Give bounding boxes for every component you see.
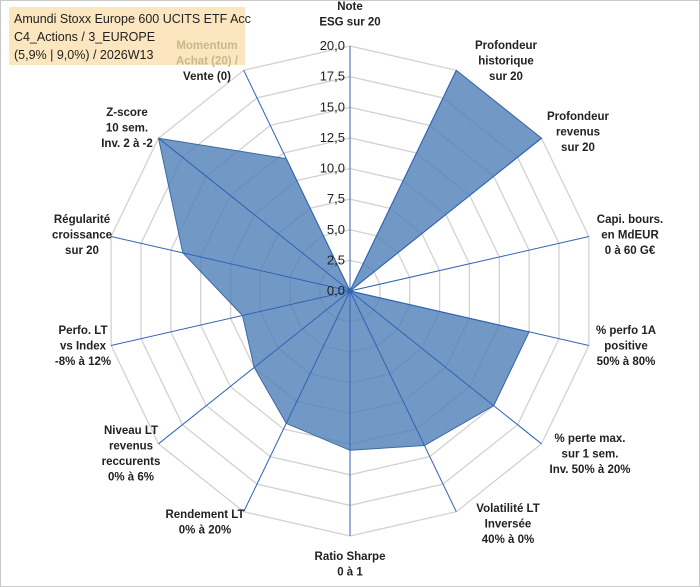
axis-label-line: Z-score <box>106 107 148 119</box>
axis-label-line: Rendement LT <box>165 509 244 521</box>
radial-tick-label: 17,5 <box>320 69 345 84</box>
axis-label-line: 0 à 60 G€ <box>605 245 656 257</box>
axis-label-line: sur 20 <box>561 142 595 154</box>
axis-label-line: 50% à 80% <box>597 356 656 368</box>
axis-label-line: ESG sur 20 <box>319 17 380 29</box>
axis-spoke <box>158 290 351 445</box>
axis-label-line: Volatilité LT <box>476 503 539 515</box>
axis-label-line: revenus <box>556 127 600 139</box>
axis-label-line: sur 20 <box>65 245 99 257</box>
axis-label-line: Profondeur <box>547 111 609 123</box>
axis-label-line: Momentum <box>176 40 237 52</box>
axis-label-line: Inv. 2 à -2 <box>101 138 153 150</box>
radial-tick-label: 5,0 <box>327 222 345 237</box>
axis-label-line: -8% à 12% <box>55 356 111 368</box>
chart-subtitle: (5,9% | 9,0%) / 2026W13 <box>14 48 154 62</box>
axis-spoke <box>349 236 590 292</box>
axis-label-line: Régularité <box>54 214 110 226</box>
axis-label-line: revenus <box>109 441 153 453</box>
axis-label: Ratio Sharpe 0 à 1 <box>315 551 386 579</box>
axis-label: Régularité croissance sur 20 <box>52 214 112 257</box>
axis-label-line: % perfo 1A <box>596 325 656 337</box>
axis-label-line: Vente (0) <box>183 71 231 83</box>
axis-label-line: Inversée <box>485 519 532 531</box>
axis-label-line: en MdEUR <box>601 230 659 242</box>
axis-label-line: Note <box>337 1 363 13</box>
axis-spoke <box>110 290 351 346</box>
axis-label-line: Perfo. LT <box>59 325 108 337</box>
axis-label-line: croissance <box>52 230 112 242</box>
axis-spoke <box>349 290 590 346</box>
axis-label-line: 0% à 20% <box>179 525 231 537</box>
axis-label: Momentum Achat (20) / Vente (0) <box>176 40 239 83</box>
radial-tick-label: 10,0 <box>320 161 345 176</box>
axis-spoke <box>349 290 457 512</box>
axis-label: Rendement LT 0% à 20% <box>165 509 244 537</box>
chart-category: C4_Actions / 3_EUROPE <box>14 30 156 44</box>
axis-label: Volatilité LT Inversée 40% à 0% <box>476 503 539 546</box>
radial-tick-label: 20,0 <box>320 38 345 53</box>
axis-spoke <box>243 70 351 292</box>
axis-spoke <box>243 290 351 512</box>
radial-tick-label: 7,5 <box>327 191 345 206</box>
axis-label-line: 0% à 6% <box>108 472 154 484</box>
axis-label-line: positive <box>604 341 647 353</box>
axis-label-line: % perte max. <box>555 433 626 445</box>
axis-spoke <box>349 137 542 292</box>
axis-label-line: 10 sem. <box>106 123 148 135</box>
axis-label-line: Niveau LT <box>104 425 158 437</box>
axis-label-line: Inv. 50% à 20% <box>550 464 631 476</box>
axis-label: % perte max. sur 1 sem. Inv. 50% à 20% <box>550 433 631 476</box>
radial-tick-label: 2,5 <box>327 252 345 267</box>
axis-label-line: Ratio Sharpe <box>315 551 386 563</box>
axis-label: Profondeur revenus sur 20 <box>547 111 609 154</box>
axis-label: Niveau LT revenus reccurents 0% à 6% <box>102 425 161 484</box>
axis-label-line: 0 à 1 <box>337 567 363 579</box>
axis-label-line: Capi. bours. <box>597 214 663 226</box>
axis-spoke <box>158 137 351 292</box>
axis-label-line: Achat (20) / <box>176 56 239 68</box>
axis-label: Capi. bours. en MdEUR 0 à 60 G€ <box>597 214 663 257</box>
chart-title: Amundi Stoxx Europe 600 UCITS ETF Acc <box>14 12 251 26</box>
title-box: Amundi Stoxx Europe 600 UCITS ETF Acc C4… <box>9 7 251 65</box>
axis-label-line: sur 20 <box>489 71 523 83</box>
axis-label-line: sur 1 sem. <box>562 449 619 461</box>
axis-spoke <box>349 70 457 292</box>
axis-label-line: 40% à 0% <box>482 534 534 546</box>
axis-label-line: historique <box>478 56 534 68</box>
axis-spoke <box>110 236 351 292</box>
axis-label: % perfo 1A positive 50% à 80% <box>596 325 656 368</box>
axis-label-line: reccurents <box>102 456 161 468</box>
axis-label-line: vs Index <box>60 341 107 353</box>
radial-tick-label: 12,5 <box>320 130 345 145</box>
axis-spoke <box>349 290 542 445</box>
radial-tick-label: 0,0 <box>327 283 345 298</box>
axis-label: Profondeur historique sur 20 <box>475 40 537 83</box>
axis-label-line: Profondeur <box>475 40 537 52</box>
axis-label: Z-score 10 sem. Inv. 2 à -2 <box>101 107 153 150</box>
radial-tick-label: 15,0 <box>320 99 345 114</box>
axis-label: Perfo. LT vs Index -8% à 12% <box>55 325 111 368</box>
axis-label: Note ESG sur 20 <box>319 1 380 29</box>
